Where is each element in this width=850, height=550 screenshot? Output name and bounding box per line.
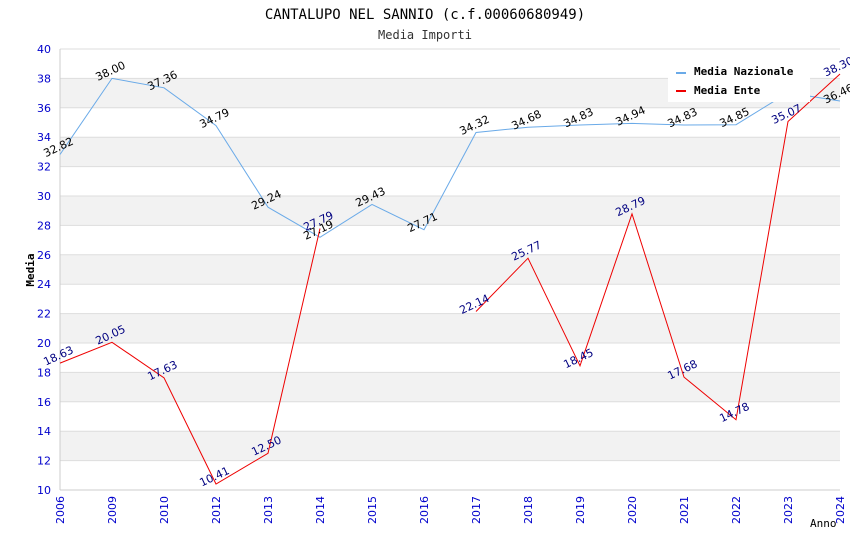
data-label: 34.68 [509,107,543,132]
y-tick-label: 26 [37,249,51,262]
y-tick-label: 34 [37,131,51,144]
x-tick-label: 2013 [262,496,275,524]
x-tick-label: 2019 [574,496,587,524]
y-tick-label: 10 [37,484,51,497]
x-tick-label: 2023 [782,496,795,524]
chart-subtitle: Media Importi [378,28,472,42]
legend: Media Nazionale Media Ente [668,60,810,102]
y-tick-label: 12 [37,455,51,468]
x-tick-label: 2024 [834,496,847,524]
y-tick-label: 40 [37,43,51,56]
x-tick-label: 2017 [470,496,483,524]
x-tick-label: 2022 [730,496,743,524]
data-label: 38.30 [821,54,850,79]
x-tick-label: 2021 [678,496,691,524]
y-tick-label: 24 [37,278,51,291]
y-tick-label: 30 [37,190,51,203]
x-tick-label: 2015 [366,496,379,524]
band [60,254,840,285]
x-tick-label: 2018 [522,496,535,524]
band [60,313,840,343]
legend-label-nazionale: Media Nazionale [694,65,794,78]
y-tick-label: 18 [37,366,51,379]
x-tick-labels: 2006 2009 2010 2012 2013 2014 2015 2016 2017 2018… [54,496,847,524]
data-label: 34.79 [197,106,231,131]
y-tick-label: 22 [37,308,51,321]
y-tick-label: 14 [37,425,51,438]
data-label: 34.85 [717,105,751,130]
x-tick-label: 2020 [626,496,639,524]
series-line [59,228,321,485]
data-label: 34.83 [561,105,595,130]
x-tick-label: 2009 [106,496,119,524]
background-bands [60,78,840,461]
legend-label-ente: Media Ente [694,84,761,97]
series-line [475,73,841,421]
x-tick-label: 2016 [418,496,431,524]
series-line [59,77,841,238]
y-tick-label: 16 [37,396,51,409]
x-tick-label: 2006 [54,496,67,524]
band [60,431,840,461]
y-tick-label: 28 [37,219,51,232]
y-axis-label: Media [24,253,37,286]
x-axis-label: Anno [810,517,837,530]
y-tick-labels: 10 12 14 16 18 20 22 24 26 28 30 32 34 36 38 40 [37,43,51,497]
x-tick-label: 2012 [210,496,223,524]
chart-title: CANTALUPO NEL SANNIO (c.f.00060680949) [265,7,585,23]
band [60,196,840,226]
band [60,137,840,167]
data-label: 34.32 [457,113,491,138]
legend-box [668,60,810,102]
band [60,372,840,402]
series-lines [59,73,841,485]
data-label: 10.41 [197,464,231,489]
data-label: 34.83 [665,105,699,130]
data-label: 14.78 [717,400,751,425]
y-tick-label: 20 [37,337,51,350]
y-tick-label: 36 [37,102,51,115]
x-tick-label: 2014 [314,496,327,524]
y-tick-label: 38 [37,72,51,85]
data-label: 18.45 [561,346,595,371]
x-tick-label: 2010 [158,496,171,524]
y-tick-label: 32 [37,161,51,174]
axes [59,49,840,491]
